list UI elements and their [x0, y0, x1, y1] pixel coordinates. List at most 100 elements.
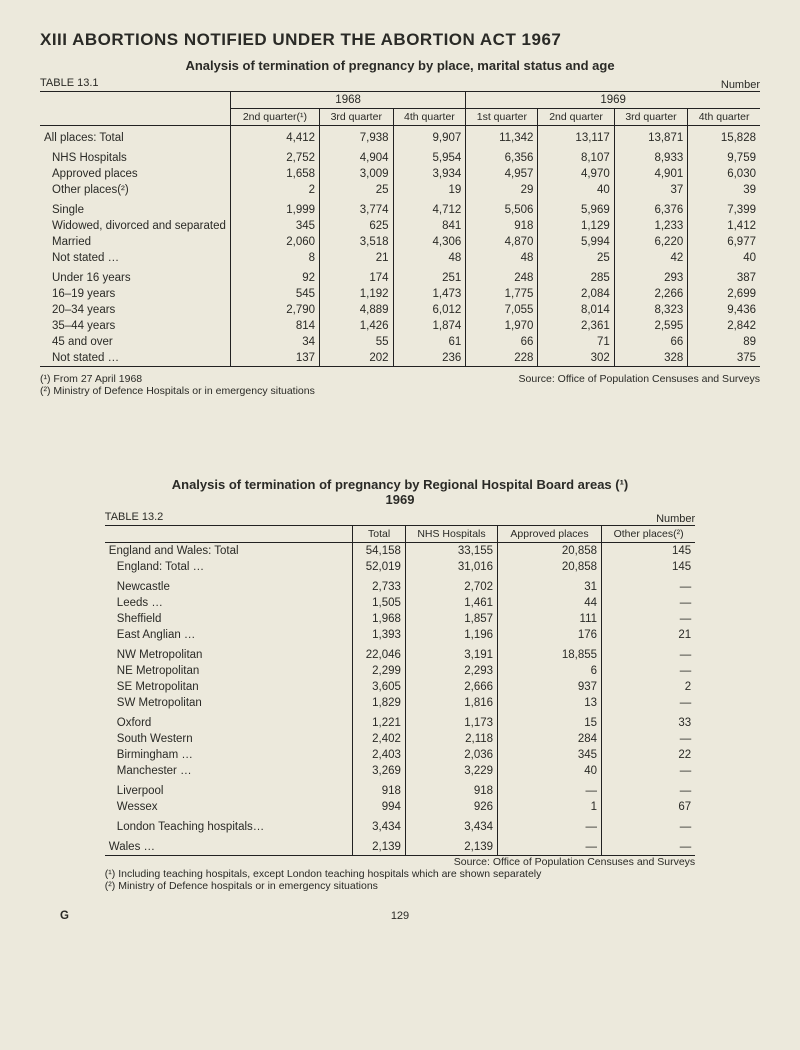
cell: 6,012: [393, 302, 466, 318]
cell: 302: [538, 350, 614, 367]
cell: 293: [614, 266, 688, 286]
cell: 2,036: [405, 747, 497, 763]
table-row: 16–19 years5451,1921,4731,7752,0842,2662…: [40, 286, 760, 302]
cell: 1,173: [405, 711, 497, 731]
row-label: Manchester …: [105, 763, 353, 779]
table1-unit: Number: [721, 79, 760, 91]
cell: 994: [353, 799, 406, 815]
cell: —: [602, 663, 696, 679]
cell: 2,293: [405, 663, 497, 679]
cell: 2,699: [688, 286, 760, 302]
cell: 67: [602, 799, 696, 815]
cell: —: [498, 779, 602, 799]
cell: 345: [498, 747, 602, 763]
cell: 2,595: [614, 318, 688, 334]
cell: 3,434: [353, 815, 406, 835]
cell: 1,816: [405, 695, 497, 711]
cell: 174: [320, 266, 394, 286]
cell: 2,118: [405, 731, 497, 747]
cell: 6,977: [688, 234, 760, 250]
cell: 13,871: [614, 126, 688, 147]
cell: 25: [538, 250, 614, 266]
cell: 52,019: [353, 559, 406, 575]
t1-col-0: 2nd quarter(¹): [230, 109, 319, 126]
page-title: XIII ABORTIONS NOTIFIED UNDER THE ABORTI…: [40, 30, 760, 50]
cell: 1,461: [405, 595, 497, 611]
cell: 40: [688, 250, 760, 266]
cell: 44: [498, 595, 602, 611]
table-row: Oxford1,2211,1731533: [105, 711, 695, 731]
table-row: Birmingham …2,4032,03634522: [105, 747, 695, 763]
cell: 15: [498, 711, 602, 731]
table-row: East Anglian …1,3931,19617621: [105, 627, 695, 643]
cell: 1,505: [353, 595, 406, 611]
cell: 8,933: [614, 146, 688, 166]
table1-footnote-2: (²) Ministry of Defence Hospitals or in …: [40, 385, 315, 397]
cell: 6: [498, 663, 602, 679]
cell: 31: [498, 575, 602, 595]
row-label: Not stated …: [40, 250, 230, 266]
cell: 39: [688, 182, 760, 198]
cell: 3,934: [393, 166, 466, 182]
row-label: NW Metropolitan: [105, 643, 353, 663]
cell: 25: [320, 182, 394, 198]
table-row: SE Metropolitan3,6052,6669372: [105, 679, 695, 695]
row-label: Birmingham …: [105, 747, 353, 763]
cell: 926: [405, 799, 497, 815]
table-row: Under 16 years92174251248285293387: [40, 266, 760, 286]
cell: 55: [320, 334, 394, 350]
cell: 54,158: [353, 543, 406, 560]
row-label: Wales …: [105, 835, 353, 856]
cell: 9,759: [688, 146, 760, 166]
cell: 1,426: [320, 318, 394, 334]
section-mark-g: G: [60, 910, 69, 922]
cell: 1,196: [405, 627, 497, 643]
cell: —: [602, 695, 696, 711]
table-row: NW Metropolitan22,0463,19118,855—: [105, 643, 695, 663]
cell: 2,666: [405, 679, 497, 695]
cell: 66: [614, 334, 688, 350]
cell: —: [602, 595, 696, 611]
table-row: Not stated …8214848254240: [40, 250, 760, 266]
cell: 9,436: [688, 302, 760, 318]
row-label: 35–44 years: [40, 318, 230, 334]
cell: 89: [688, 334, 760, 350]
cell: 71: [538, 334, 614, 350]
cell: 7,938: [320, 126, 394, 147]
cell: 5,969: [538, 198, 614, 218]
t1-col-5: 3rd quarter: [614, 109, 688, 126]
cell: 1,968: [353, 611, 406, 627]
cell: 7,399: [688, 198, 760, 218]
cell: 145: [602, 543, 696, 560]
cell: 33: [602, 711, 696, 731]
cell: 176: [498, 627, 602, 643]
table1-year-1968: 1968: [230, 92, 465, 109]
t2-col-3: Other places(²): [602, 526, 696, 543]
table2-year: 1969: [40, 492, 760, 507]
cell: 145: [602, 559, 696, 575]
cell: 2,139: [405, 835, 497, 856]
cell: —: [498, 835, 602, 856]
cell: 814: [230, 318, 319, 334]
cell: 4,870: [466, 234, 538, 250]
cell: 1,233: [614, 218, 688, 234]
cell: 13: [498, 695, 602, 711]
table-row: Sheffield1,9681,857111—: [105, 611, 695, 627]
cell: 3,269: [353, 763, 406, 779]
t1-col-1: 3rd quarter: [320, 109, 394, 126]
table-row: Manchester …3,2693,22940—: [105, 763, 695, 779]
cell: 387: [688, 266, 760, 286]
table1-year-1969: 1969: [466, 92, 760, 109]
cell: 1,829: [353, 695, 406, 711]
table-row: Widowed, divorced and separated345625841…: [40, 218, 760, 234]
table-row: England: Total …52,01931,01620,858145: [105, 559, 695, 575]
row-label: Widowed, divorced and separated: [40, 218, 230, 234]
cell: —: [602, 611, 696, 627]
cell: 1,192: [320, 286, 394, 302]
cell: 4,901: [614, 166, 688, 182]
cell: 375: [688, 350, 760, 367]
cell: —: [498, 815, 602, 835]
cell: 345: [230, 218, 319, 234]
cell: 92: [230, 266, 319, 286]
table-row: NHS Hospitals2,7524,9045,9546,3568,1078,…: [40, 146, 760, 166]
